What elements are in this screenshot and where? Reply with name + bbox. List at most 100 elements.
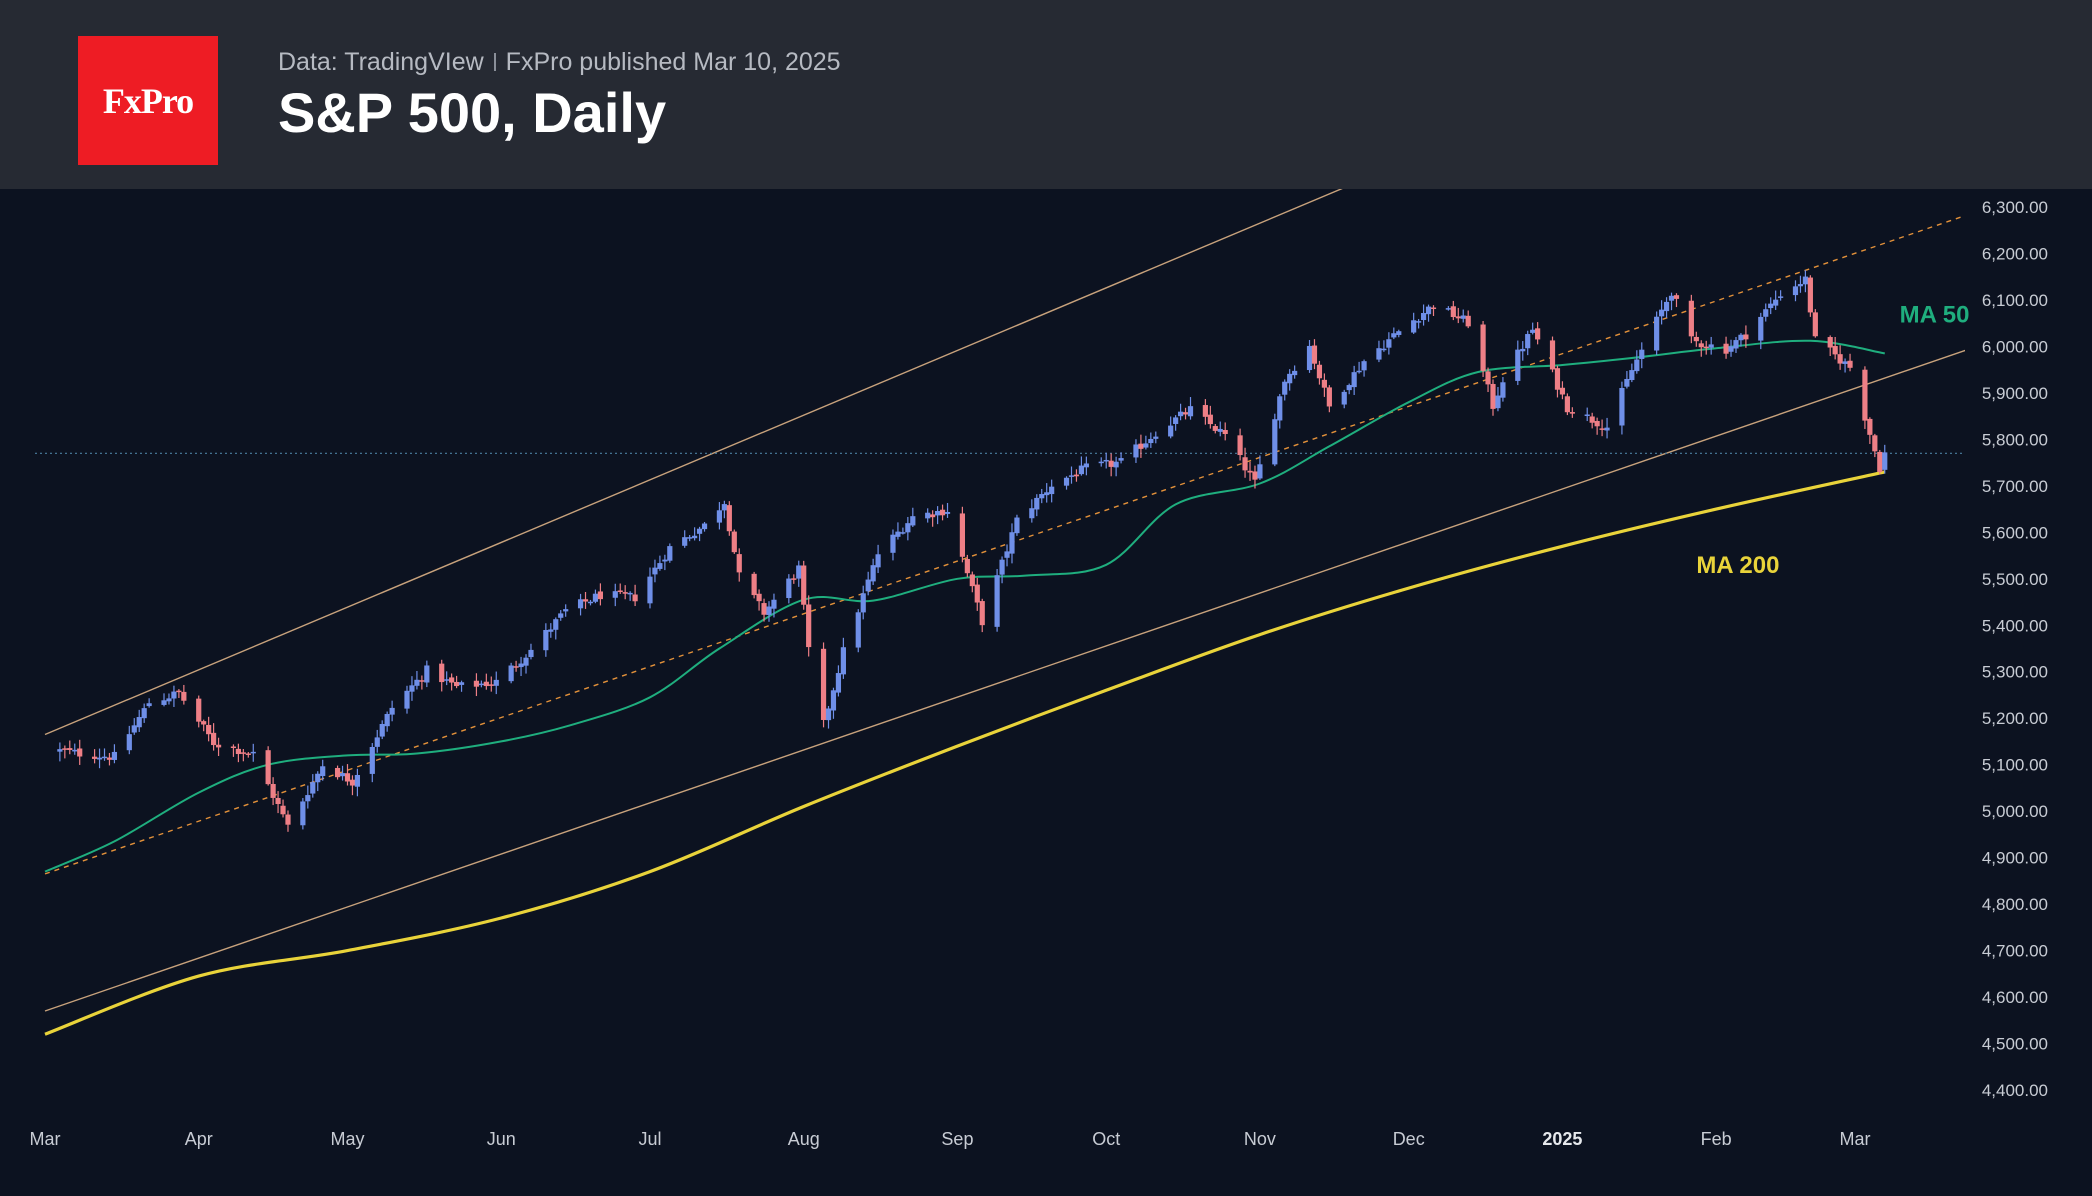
candle-up xyxy=(701,522,708,532)
candle-down xyxy=(791,574,797,584)
candle-body xyxy=(1495,395,1501,409)
candle-down xyxy=(597,583,603,606)
candle-body xyxy=(1420,313,1427,321)
candle-body xyxy=(1604,427,1610,431)
candle-up xyxy=(1515,340,1521,386)
candle-body xyxy=(1569,412,1575,414)
candle-up xyxy=(1495,386,1501,412)
candle-up xyxy=(1624,371,1630,389)
candle-up xyxy=(994,569,1000,632)
candle-down xyxy=(1207,405,1213,429)
candle-up xyxy=(1187,397,1194,420)
candle-down xyxy=(265,746,271,786)
y-tick-label: 6,200.00 xyxy=(1982,244,2048,263)
candle-body xyxy=(657,563,663,569)
candle-down xyxy=(275,791,281,814)
candle-up xyxy=(250,743,256,762)
candle-body xyxy=(1222,429,1228,435)
x-axis: Mar Apr May Jun Jul Aug Sep Oct Nov Dec 2025 Feb Mar xyxy=(30,1129,1871,1149)
candle-up xyxy=(1654,311,1660,356)
candle-body xyxy=(473,680,480,687)
candle-body xyxy=(825,708,832,721)
x-tick-label: 2025 xyxy=(1542,1129,1582,1149)
candle-body xyxy=(320,766,326,777)
candle-up xyxy=(493,671,499,695)
candle-down xyxy=(1108,453,1114,477)
candle-body xyxy=(905,523,911,533)
candle-body xyxy=(1450,306,1456,318)
candle-body xyxy=(1356,370,1362,373)
candle-down xyxy=(1589,412,1595,429)
candle-down xyxy=(617,583,623,594)
candle-up xyxy=(563,604,569,617)
candle-down xyxy=(1862,366,1868,429)
candle-body xyxy=(632,594,638,602)
candle-down xyxy=(77,739,83,765)
candle-down xyxy=(1812,309,1818,338)
candle-body xyxy=(865,579,871,592)
candle-body xyxy=(756,593,762,602)
candle-up xyxy=(1009,523,1015,564)
candle-body xyxy=(1078,465,1085,475)
candle-down xyxy=(91,749,98,764)
candle-up xyxy=(1802,270,1809,293)
candle-up xyxy=(548,623,554,638)
candle-up xyxy=(1882,444,1888,474)
candle-body xyxy=(528,649,534,658)
fxpro-logo: FxPro xyxy=(78,36,218,165)
candle-up xyxy=(1604,417,1610,439)
candle-up xyxy=(1416,319,1422,329)
candle-down xyxy=(1564,393,1570,416)
y-tick-label: 5,300.00 xyxy=(1982,663,2048,682)
candle-body xyxy=(563,609,569,612)
candle-up xyxy=(414,670,420,690)
candle-up xyxy=(458,680,465,692)
candle-up xyxy=(1629,363,1635,383)
candle-body xyxy=(890,534,896,553)
candle-body xyxy=(1629,370,1635,381)
candle-body xyxy=(141,708,147,719)
candle-down xyxy=(62,745,68,759)
plot-area xyxy=(35,189,1965,1036)
candle-up xyxy=(389,700,395,722)
candle-body xyxy=(1049,486,1055,495)
candle-down xyxy=(1465,310,1471,329)
candle-body xyxy=(250,751,256,754)
candle-up xyxy=(1292,365,1298,379)
candle-body xyxy=(1202,405,1208,417)
candle-body xyxy=(994,575,1000,627)
candle-body xyxy=(424,665,430,683)
candle-up xyxy=(1758,312,1764,350)
candle-body xyxy=(374,737,380,747)
y-tick-label: 5,000.00 xyxy=(1982,802,2048,821)
candle-down xyxy=(1807,275,1813,317)
candle-up xyxy=(1306,340,1313,373)
candle-down xyxy=(1723,336,1729,359)
candle-up xyxy=(1391,327,1397,340)
candle-down xyxy=(1867,417,1873,444)
candle-down xyxy=(1559,381,1566,400)
candle-body xyxy=(453,681,460,687)
candle-body xyxy=(1173,417,1179,424)
candle-body xyxy=(1073,474,1080,477)
candle-up xyxy=(101,748,108,761)
candle-body xyxy=(1143,443,1149,448)
candle-up xyxy=(1500,377,1506,402)
candle-body xyxy=(1396,331,1402,335)
candle-body xyxy=(131,725,137,733)
candle-body xyxy=(1559,387,1566,395)
candle-body xyxy=(96,757,103,760)
candle-up xyxy=(627,591,633,601)
candle-up xyxy=(721,500,727,519)
candle-up xyxy=(1044,483,1050,503)
candle-body xyxy=(245,753,251,755)
candle-body xyxy=(964,558,970,574)
candle-down xyxy=(1688,294,1694,344)
candle-body xyxy=(1802,276,1809,285)
candle-up xyxy=(825,705,832,729)
candle-up xyxy=(1733,336,1739,353)
candle-up xyxy=(339,765,346,781)
candle-body xyxy=(126,734,132,751)
ma50-label: MA 50 xyxy=(1900,301,1970,328)
candle-down xyxy=(201,719,207,732)
